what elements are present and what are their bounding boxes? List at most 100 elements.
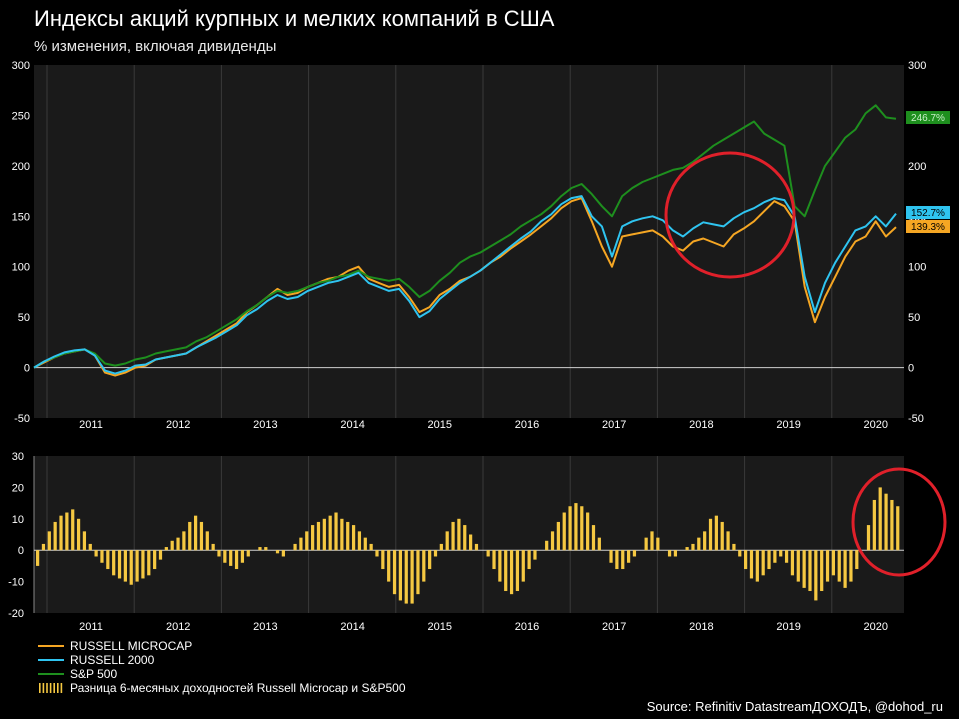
diff-bar: [199, 521, 204, 551]
legend-label: RUSSELL MICROCAP: [70, 639, 192, 653]
diff-bar: [726, 531, 730, 551]
diff-bar: [621, 550, 625, 570]
x-tick-label-top: 2011: [79, 419, 103, 431]
diff-bar: [76, 518, 81, 551]
highlight-circle-2018: [664, 151, 796, 279]
diff-bar: [135, 550, 139, 582]
diff-bar: [47, 531, 51, 551]
diff-bar: [597, 537, 601, 551]
diff-bar: [773, 550, 777, 563]
diff-bar: [808, 550, 812, 592]
diff-bar: [498, 550, 502, 582]
x-tick-label-top: 2013: [253, 419, 277, 431]
diff-bar: [410, 550, 414, 604]
y-tick-label-left: 250: [12, 110, 30, 122]
diff-bar: [41, 543, 46, 551]
diff-bar: [205, 531, 209, 551]
diff-bar: [749, 550, 754, 579]
diff-bar: [193, 515, 198, 551]
diff-bar: [556, 521, 560, 551]
diff-bar: [656, 537, 660, 551]
chart-title: Индексы акций курпных и мелких компаний …: [34, 6, 555, 31]
x-tick-label-top: 2014: [340, 419, 364, 431]
diff-bar: [422, 550, 426, 582]
diff-bar: [527, 550, 531, 570]
diff-bar: [545, 540, 549, 551]
legend-label: Разница 6-месяных доходностей Russell Mi…: [70, 681, 406, 695]
diff-bar: [100, 550, 104, 563]
diff-bar: [767, 550, 771, 570]
diff-bar: [375, 550, 379, 557]
legend-swatch-bar: [39, 683, 41, 693]
diff-bar: [36, 550, 40, 566]
diff-bar: [357, 531, 362, 551]
diff-bar: [474, 543, 479, 551]
diff-bar: [275, 550, 280, 554]
diff-bar: [691, 543, 695, 551]
diff-bar: [825, 550, 830, 582]
legend-swatch-bar: [53, 683, 55, 693]
diff-bar: [258, 547, 262, 551]
diff-bar: [351, 525, 356, 551]
diff-bar: [849, 550, 853, 582]
x-tick-label-top: 2017: [602, 419, 626, 431]
diff-bar: [94, 550, 98, 557]
diff-bar: [644, 537, 648, 551]
diff-bar: [123, 550, 127, 582]
end-label-box: [906, 111, 950, 124]
legend-swatch-bar: [46, 683, 48, 693]
diff-bar: [416, 550, 420, 595]
diff-bar: [802, 550, 806, 588]
diff-bar: [650, 531, 654, 551]
diff-bar: [884, 493, 888, 551]
chart-subtitle: % изменения, включая дивиденды: [34, 38, 277, 55]
diff-bar: [398, 550, 402, 601]
diff-bar: [53, 521, 57, 551]
legend-swatch-bar: [60, 683, 63, 693]
diff-bar: [574, 503, 578, 551]
diff-bar: [188, 521, 192, 551]
diff-bar: [878, 487, 882, 551]
x-tick-label-bottom: 2016: [515, 621, 539, 633]
diff-bar: [463, 525, 467, 551]
diff-bar: [591, 525, 596, 551]
x-tick-label-bottom: 2015: [428, 621, 452, 633]
diff-bar: [392, 550, 397, 595]
diff-bar: [609, 550, 613, 563]
y-tick-label-left: 150: [12, 211, 30, 223]
legend-swatch-bar: [42, 683, 45, 693]
diff-bar: [451, 521, 455, 551]
y-tick-label-left: 300: [12, 60, 30, 72]
y-tick-label-bottom: -10: [8, 577, 24, 589]
diff-bar: [129, 550, 133, 585]
diff-bar: [504, 550, 508, 592]
series-line-2: [33, 104, 897, 369]
diff-bar: [217, 550, 221, 557]
x-tick-label-bottom: 2017: [602, 621, 626, 633]
diff-bar: [381, 550, 385, 570]
highlight-circle-2020: [851, 467, 947, 577]
diff-bar: [562, 512, 566, 551]
diff-bar: [568, 506, 572, 551]
diff-bar: [469, 534, 473, 551]
y-tick-label-right: 200: [908, 161, 926, 173]
diff-bar: [428, 550, 432, 570]
diff-bar: [240, 550, 245, 563]
diff-bar: [790, 550, 795, 576]
x-tick-label-top: 2016: [515, 419, 539, 431]
diff-bar: [164, 547, 168, 551]
y-tick-label-right: 50: [908, 312, 920, 324]
y-tick-label-bottom: 30: [12, 451, 24, 463]
diff-bar: [281, 550, 285, 557]
diff-bar: [703, 531, 707, 551]
diff-bar: [234, 550, 239, 570]
diff-bar: [855, 550, 859, 570]
x-tick-label-bottom: 2011: [79, 621, 103, 633]
diff-bar: [820, 550, 824, 592]
diff-bar: [685, 547, 689, 551]
legend-label: S&P 500: [70, 667, 117, 681]
diff-bar: [305, 531, 309, 551]
diff-bar: [796, 550, 800, 582]
y-tick-label-left: 100: [12, 262, 30, 274]
diff-bar: [363, 537, 367, 551]
